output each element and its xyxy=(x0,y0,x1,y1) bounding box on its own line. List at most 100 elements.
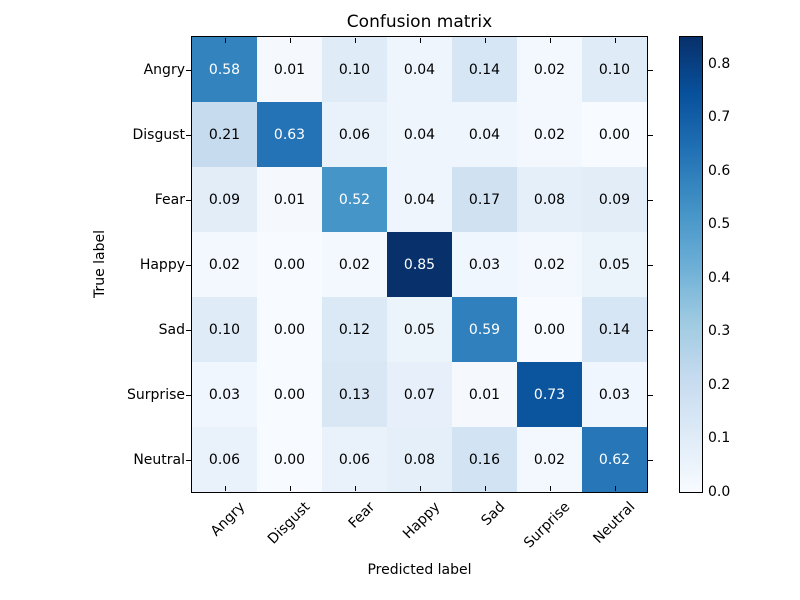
cell-value: 0.63 xyxy=(273,126,306,143)
y-tick-label: Happy xyxy=(139,256,185,273)
cell-value: 0.01 xyxy=(273,61,306,78)
heatmap-cell: 0.06 xyxy=(322,102,387,167)
heatmap-cell: 0.09 xyxy=(582,167,647,232)
y-tick-label: Disgust xyxy=(132,126,185,143)
tick-mark xyxy=(354,38,356,43)
heatmap-cell: 0.08 xyxy=(517,167,582,232)
y-tick-label: Fear xyxy=(154,191,185,208)
tick-mark xyxy=(224,486,226,491)
cell-value: 0.02 xyxy=(533,61,566,78)
y-tick-label: Sad xyxy=(158,321,185,338)
heatmap-cell: 0.00 xyxy=(257,427,322,492)
cell-value: 0.14 xyxy=(598,321,631,338)
tick-mark xyxy=(549,486,551,491)
tick-mark xyxy=(186,459,191,461)
cell-value: 0.00 xyxy=(273,451,306,468)
cell-value: 0.10 xyxy=(598,61,631,78)
cell-value: 0.13 xyxy=(338,386,371,403)
heatmap-cell: 0.00 xyxy=(257,232,322,297)
cell-value: 0.08 xyxy=(533,191,566,208)
tick-mark xyxy=(289,486,291,491)
heatmap-cell: 0.03 xyxy=(582,362,647,427)
cell-value: 0.62 xyxy=(598,451,631,468)
heatmap-cell: 0.00 xyxy=(582,102,647,167)
cell-value: 0.06 xyxy=(338,451,371,468)
heatmap-cell: 0.04 xyxy=(452,102,517,167)
tick-mark xyxy=(224,38,226,43)
heatmap-cell: 0.00 xyxy=(257,362,322,427)
colorbar xyxy=(679,36,703,493)
cell-value: 0.03 xyxy=(208,386,241,403)
tick-mark xyxy=(419,486,421,491)
colorbar-tick-label: 0.5 xyxy=(708,216,731,233)
tick-mark xyxy=(549,38,551,43)
cell-value: 0.85 xyxy=(403,256,436,273)
tick-mark xyxy=(289,38,291,43)
tick-mark xyxy=(648,134,653,136)
tick-mark xyxy=(648,264,653,266)
colorbar-tick-label: 0.7 xyxy=(708,109,731,126)
cell-value: 0.02 xyxy=(208,256,241,273)
cell-value: 0.06 xyxy=(338,126,371,143)
cell-value: 0.00 xyxy=(273,386,306,403)
cell-value: 0.08 xyxy=(403,451,436,468)
heatmap-cell: 0.52 xyxy=(322,167,387,232)
colorbar-tick-label: 0.0 xyxy=(708,484,731,500)
tick-mark xyxy=(186,329,191,331)
cell-value: 0.14 xyxy=(468,61,501,78)
tick-mark xyxy=(648,394,653,396)
heatmap-cell: 0.02 xyxy=(517,37,582,102)
cell-value: 0.21 xyxy=(208,126,241,143)
heatmap-cell: 0.14 xyxy=(582,297,647,362)
heatmap-cell: 0.02 xyxy=(517,102,582,167)
y-tick-label: Neutral xyxy=(133,451,185,468)
cell-value: 0.06 xyxy=(208,451,241,468)
cell-value: 0.58 xyxy=(208,61,241,78)
heatmap-cell: 0.08 xyxy=(387,427,452,492)
colorbar-tick-label: 0.4 xyxy=(708,269,731,286)
heatmap-cell: 0.04 xyxy=(387,37,452,102)
cell-value: 0.52 xyxy=(338,191,371,208)
heatmap-cell: 0.02 xyxy=(517,232,582,297)
heatmap-cell: 0.58 xyxy=(192,37,257,102)
cell-value: 0.02 xyxy=(533,126,566,143)
cell-value: 0.09 xyxy=(208,191,241,208)
heatmap-cell: 0.00 xyxy=(517,297,582,362)
cell-value: 0.17 xyxy=(468,191,501,208)
tick-mark xyxy=(648,199,653,201)
heatmap-cell: 0.73 xyxy=(517,362,582,427)
cell-value: 0.05 xyxy=(598,256,631,273)
heatmap-cell: 0.02 xyxy=(322,232,387,297)
cell-value: 0.00 xyxy=(533,321,566,338)
colorbar-tick-label: 0.2 xyxy=(708,376,731,393)
x-axis-label: Predicted label xyxy=(367,562,472,578)
cell-value: 0.00 xyxy=(598,126,631,143)
cell-value: 0.04 xyxy=(403,61,436,78)
heatmap-cell: 0.04 xyxy=(387,167,452,232)
cell-value: 0.10 xyxy=(338,61,371,78)
heatmap-cell: 0.63 xyxy=(257,102,322,167)
chart-title: Confusion matrix xyxy=(346,12,493,32)
cell-value: 0.01 xyxy=(468,386,501,403)
y-tick-label: Angry xyxy=(143,61,185,78)
heatmap-cell: 0.01 xyxy=(257,167,322,232)
heatmap-cell: 0.03 xyxy=(452,232,517,297)
cell-value: 0.07 xyxy=(403,386,436,403)
colorbar-tick-label: 0.1 xyxy=(708,430,731,447)
tick-mark xyxy=(186,264,191,266)
heatmap-cell: 0.02 xyxy=(517,427,582,492)
cell-value: 0.03 xyxy=(598,386,631,403)
tick-mark xyxy=(186,134,191,136)
heatmap-cell: 0.05 xyxy=(387,297,452,362)
tick-mark xyxy=(354,486,356,491)
colorbar-tick-label: 0.8 xyxy=(708,55,731,72)
heatmap-cell: 0.10 xyxy=(582,37,647,102)
cell-value: 0.02 xyxy=(533,451,566,468)
cell-value: 0.04 xyxy=(403,126,436,143)
heatmap-cell: 0.10 xyxy=(322,37,387,102)
heatmap-cell: 0.09 xyxy=(192,167,257,232)
heatmap-cell: 0.16 xyxy=(452,427,517,492)
heatmap-cell: 0.01 xyxy=(452,362,517,427)
cell-value: 0.01 xyxy=(273,191,306,208)
